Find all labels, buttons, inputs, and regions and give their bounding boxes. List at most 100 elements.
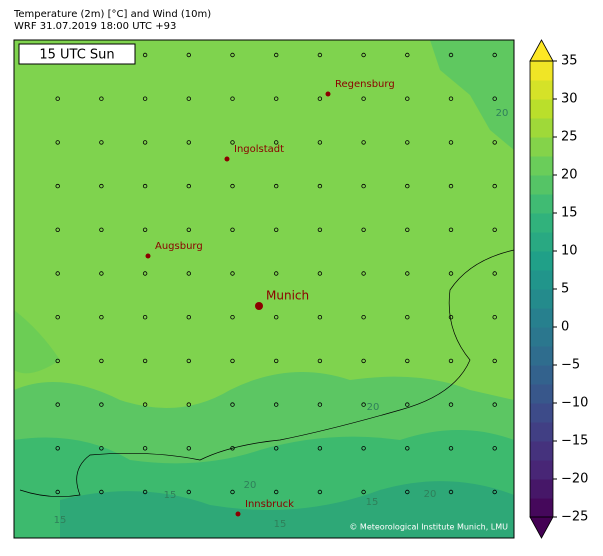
station [142, 227, 148, 232]
station [317, 315, 323, 320]
station [405, 271, 410, 276]
colorbar-tick-label: 20 [561, 168, 578, 183]
station [448, 271, 454, 276]
station [317, 227, 323, 232]
station [99, 358, 104, 364]
contour-label: 20 [367, 402, 380, 413]
colorbar-tick-label: 0 [561, 320, 569, 335]
colorbar-band [530, 365, 553, 385]
station [186, 446, 191, 451]
station [142, 315, 148, 320]
station [99, 227, 104, 232]
station [99, 315, 104, 320]
station [274, 358, 279, 364]
colorbar-band [530, 441, 553, 461]
colorbar-band [530, 175, 553, 195]
station [186, 183, 191, 189]
station [317, 52, 323, 58]
station [492, 140, 497, 145]
colorbar-tick-label: 15 [561, 206, 578, 221]
station [448, 402, 454, 407]
station [361, 358, 366, 364]
station [55, 183, 60, 189]
station [230, 315, 235, 320]
colorbar-tick-label: −5 [561, 358, 580, 373]
station [230, 96, 235, 101]
station [186, 489, 191, 495]
station [186, 402, 191, 407]
station [317, 489, 323, 495]
colorbar-tick-label: −15 [561, 434, 588, 449]
colorbar-band [530, 80, 553, 100]
station [405, 227, 410, 232]
colorbar-tick-label: 30 [561, 92, 578, 107]
colorbar-tick-label: 35 [561, 54, 578, 69]
station [230, 358, 235, 364]
contour-label: 20 [244, 480, 257, 491]
colorbar-band [530, 118, 553, 138]
station [492, 358, 497, 364]
station [274, 140, 279, 145]
station [361, 271, 366, 276]
station [361, 315, 366, 320]
station [492, 227, 497, 232]
station [405, 446, 410, 451]
colorbar-band [530, 327, 553, 347]
station [405, 96, 410, 101]
colorbar-tick-label: 25 [561, 130, 578, 145]
station [448, 446, 454, 451]
colorbar-extend-bottom [529, 516, 554, 539]
city-label: Munich [266, 289, 309, 303]
subtitle: WRF 31.07.2019 18:00 UTC +93 [14, 21, 176, 32]
station [230, 446, 235, 451]
station [405, 140, 410, 145]
time-label: 15 UTC Sun [39, 48, 114, 63]
colorbar-band [530, 99, 553, 119]
station [405, 52, 410, 58]
city-marker [235, 511, 241, 517]
station [448, 96, 454, 101]
border-line [19, 249, 515, 497]
station [186, 358, 191, 364]
colorbar-tick-label: −25 [561, 510, 588, 525]
station [274, 489, 279, 495]
station [142, 96, 148, 101]
station [230, 489, 235, 495]
colorbar-band [530, 403, 553, 423]
station [55, 271, 60, 276]
station [405, 315, 410, 320]
contour-label: 20 [496, 108, 509, 119]
station [274, 315, 279, 320]
station [317, 402, 323, 407]
station [142, 271, 148, 276]
city-label: Augsburg [155, 241, 203, 252]
station [448, 183, 454, 189]
station [448, 52, 454, 58]
station [317, 358, 323, 364]
colorbar-band [530, 308, 553, 328]
station [230, 227, 235, 232]
station [186, 96, 191, 101]
colorbar-band [530, 422, 553, 442]
station [405, 183, 410, 189]
station [317, 140, 323, 145]
colorbar-extend-top [529, 39, 554, 62]
colorbar-band [530, 156, 553, 176]
station [361, 183, 366, 189]
station [99, 446, 104, 451]
station [142, 52, 148, 58]
station [186, 315, 191, 320]
city-label: Regensburg [335, 79, 395, 90]
city-marker [145, 253, 151, 259]
station [317, 96, 323, 101]
colorbar-band [530, 232, 553, 252]
station [361, 227, 366, 232]
station [448, 227, 454, 232]
station [142, 140, 148, 145]
title: Temperature (2m) [°C] and Wind (10m) [13, 9, 211, 20]
station [55, 358, 60, 364]
station [405, 489, 410, 495]
station [361, 489, 366, 495]
station [55, 96, 60, 101]
station [142, 358, 148, 364]
